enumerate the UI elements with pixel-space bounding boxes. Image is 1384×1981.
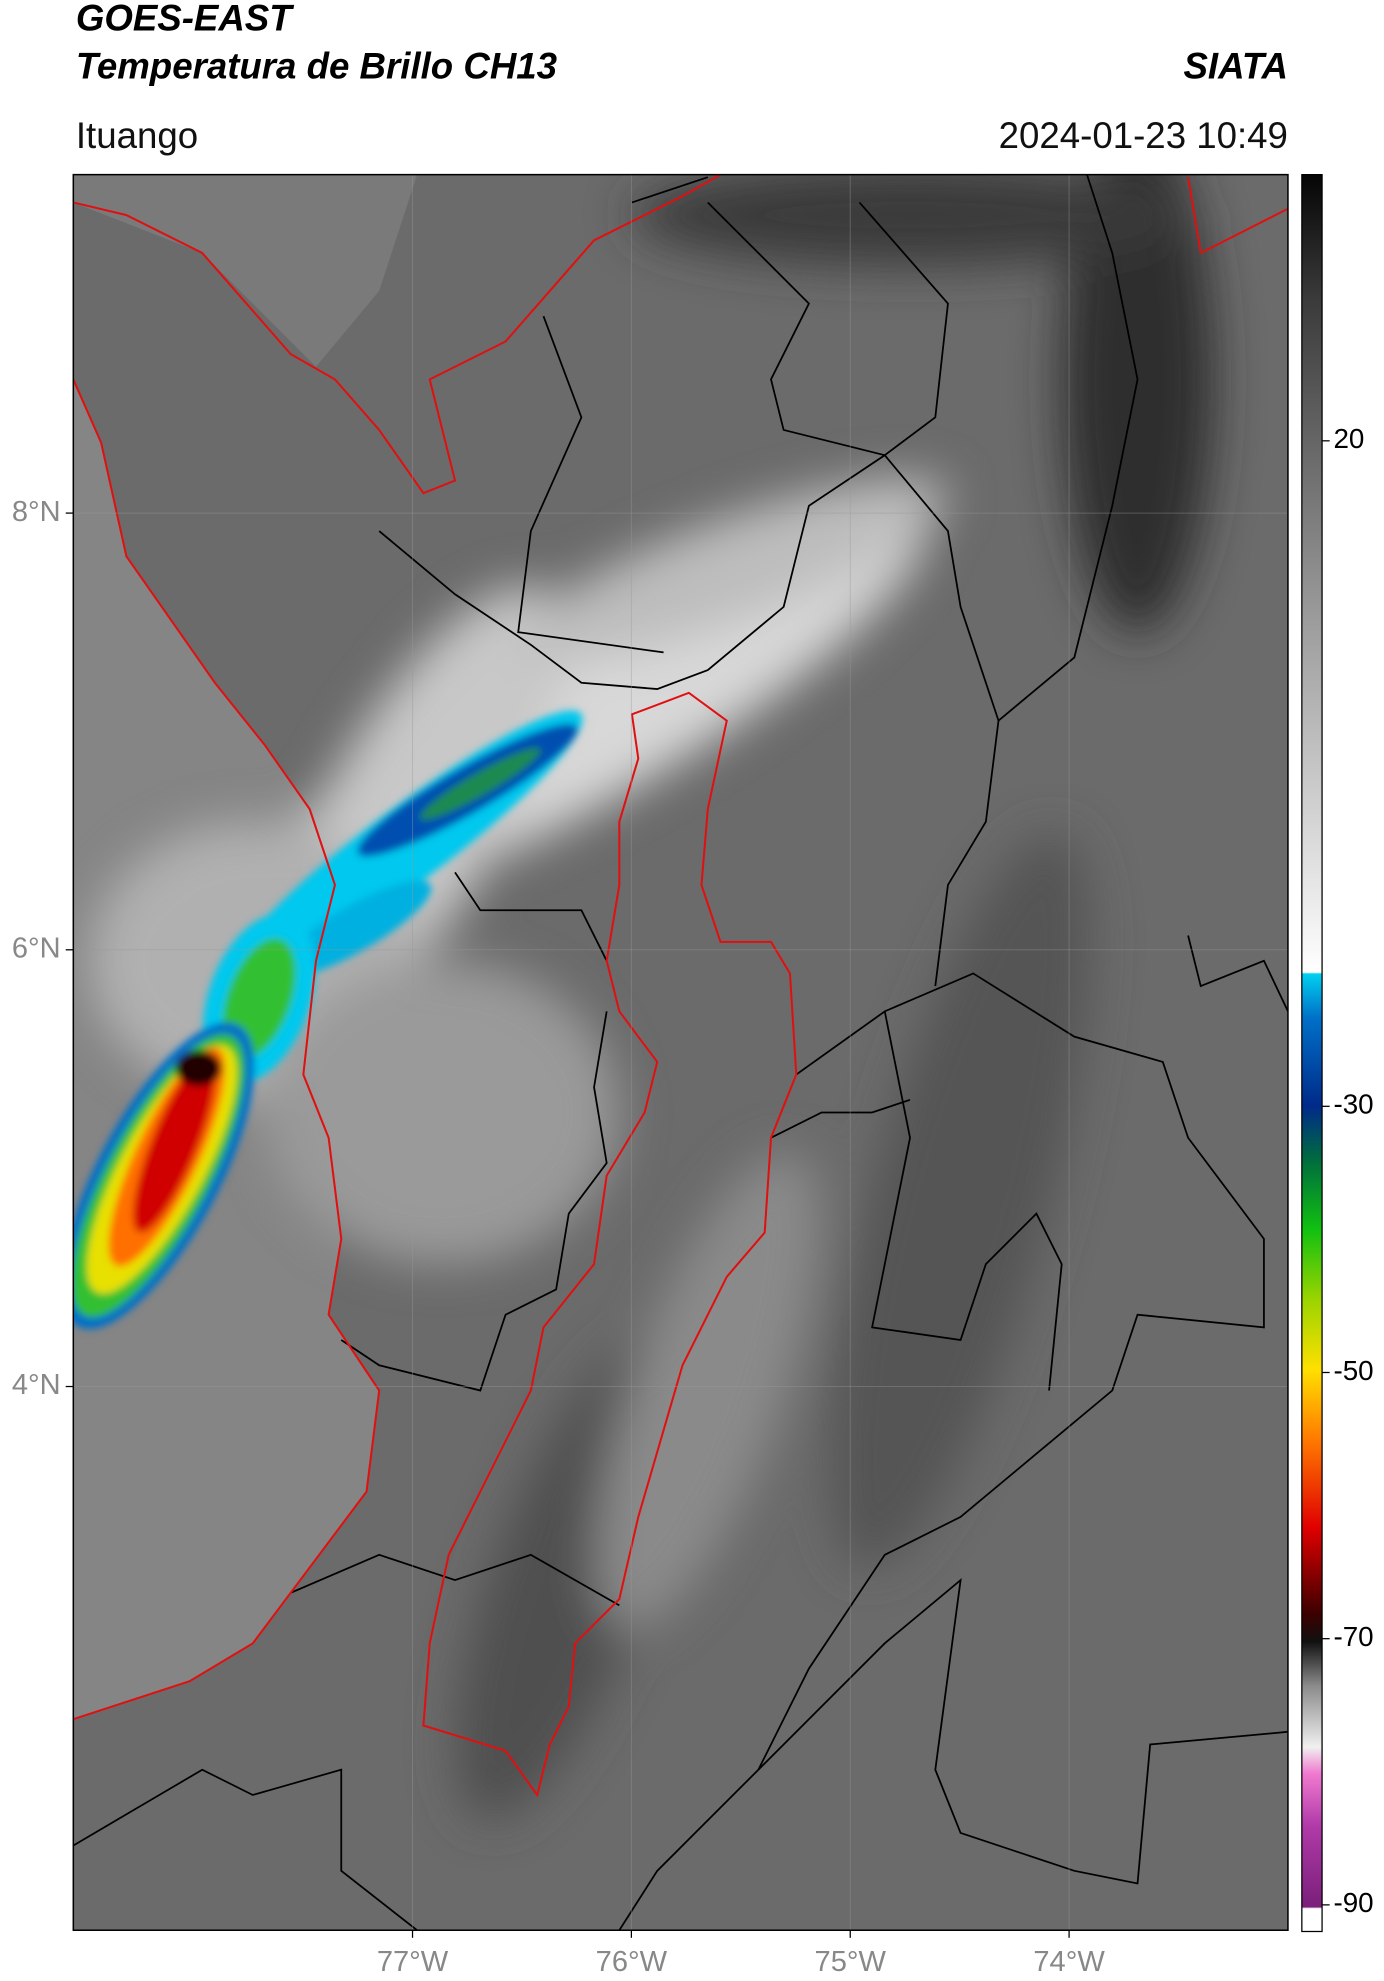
colorbar-tick-label: -50: [1333, 1355, 1373, 1386]
datetime: 2024-01-23 10:49: [999, 115, 1288, 156]
y-tick-label: 4°N: [12, 1369, 61, 1401]
map-frame: [72, 173, 1289, 1931]
colorbar-tick-label: -90: [1333, 1887, 1373, 1918]
x-tick-label: 76°W: [596, 1946, 668, 1978]
x-tick-label: 74°W: [1033, 1946, 1105, 1978]
x-tick-label: 77°W: [377, 1946, 449, 1978]
subtitle: Temperatura de Brillo CH13: [76, 46, 557, 87]
location: Ituango: [76, 115, 198, 156]
colorbar-tick-label: -70: [1333, 1621, 1373, 1652]
colorbar: [1301, 174, 1323, 1933]
source: SIATA: [1183, 46, 1287, 87]
y-tick-label: 8°N: [12, 496, 61, 528]
labels: 77°W 76°W 75°W 74°W 8°N 6°N 4°N 20 -30 -50 -70 -90: [12, 423, 1374, 1978]
colorbar-tick-label: 20: [1333, 423, 1364, 454]
grid: [73, 174, 1288, 1931]
title: GOES-EAST: [76, 0, 294, 39]
map-image: [73, 174, 1288, 1931]
colorbar-tick-label: -30: [1333, 1089, 1373, 1120]
x-tick-label: 75°W: [815, 1946, 887, 1978]
y-tick-label: 6°N: [12, 932, 61, 964]
